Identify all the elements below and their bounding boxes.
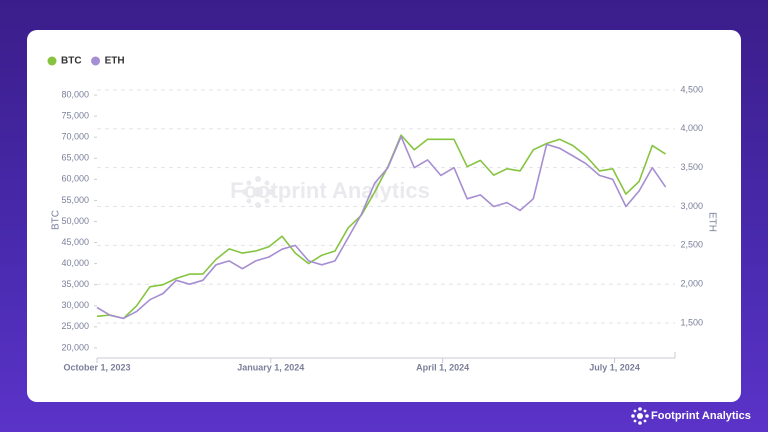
y2-tick-label: 2,000 [680, 279, 703, 289]
legend-label: BTC [61, 56, 82, 67]
x-tick-label: April 1, 2024 [416, 362, 469, 372]
y-axis-title: BTC [51, 210, 62, 230]
y2-tick-label: 1,500 [680, 317, 703, 327]
y2-tick-label: 3,500 [680, 162, 703, 172]
chart-card [27, 30, 741, 402]
legend-swatch [91, 56, 101, 66]
y-tick-label: 60,000 [61, 174, 89, 184]
y2-tick-label: 2,500 [680, 240, 703, 250]
footer-logo [631, 407, 649, 425]
y2-tick-label: 3,000 [680, 201, 703, 211]
x-tick-label: July 1, 2024 [589, 362, 640, 372]
y-tick-label: 25,000 [61, 321, 89, 331]
y-tick-label: 75,000 [61, 111, 89, 121]
y-tick-label: 20,000 [61, 342, 89, 352]
line-series [96, 134, 667, 320]
y-tick-label: 35,000 [61, 279, 89, 289]
y-tick-label: 55,000 [61, 195, 89, 205]
legend-label: ETH [105, 56, 125, 67]
footer-brand: Footprint Analytics [651, 410, 751, 422]
y-tick-label: 80,000 [61, 89, 89, 99]
y2-tick-label: 4,500 [680, 84, 703, 94]
y2-axis-title: ETH [706, 212, 717, 232]
line-series [96, 135, 667, 320]
y-tick-label: 45,000 [61, 237, 89, 247]
y-tick-label: 65,000 [61, 153, 89, 163]
y2-tick-label: 4,000 [680, 123, 703, 133]
y-tick-label: 70,000 [61, 132, 89, 142]
y-tick-label: 40,000 [61, 258, 89, 268]
x-tick-label: January 1, 2024 [237, 362, 304, 372]
watermark: Footprint Analytics [230, 178, 430, 203]
y-tick-label: 30,000 [61, 300, 89, 310]
x-tick-label: October 1, 2023 [63, 362, 130, 372]
watermark-icon [242, 176, 274, 208]
y-tick-label: 50,000 [61, 216, 89, 226]
legend-swatch [47, 56, 57, 66]
